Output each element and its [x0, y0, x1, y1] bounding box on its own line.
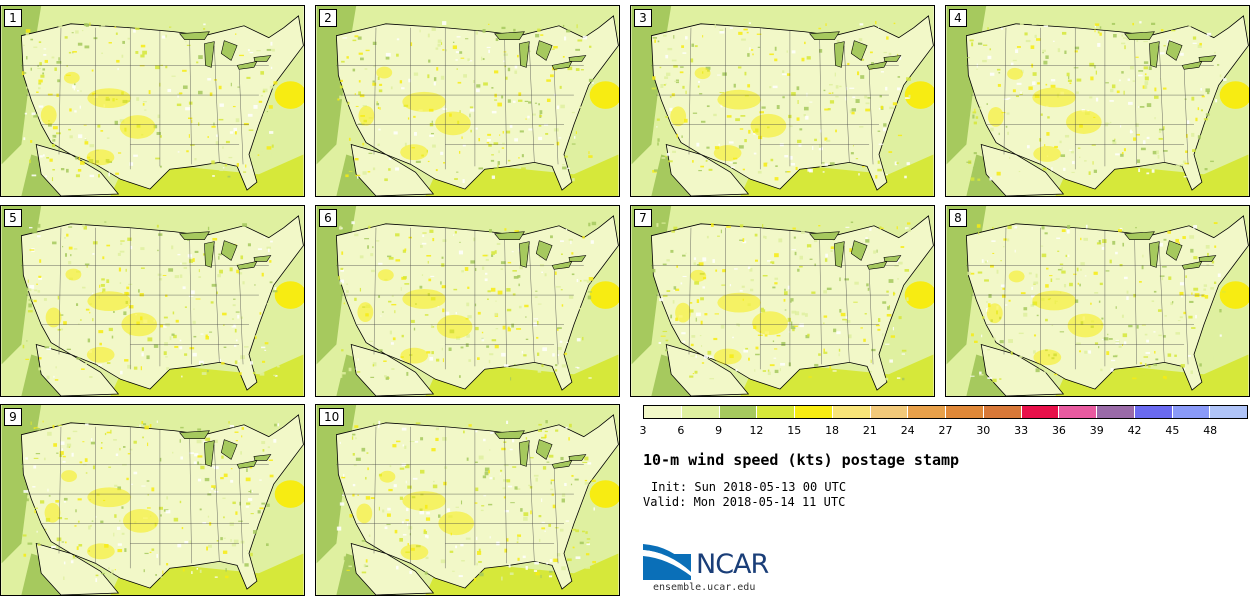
colorbar-tick-label: 36 [1051, 424, 1066, 437]
valid-time: Valid: Mon 2018-05-14 11 UTC [643, 495, 846, 509]
map-panel: 9 [0, 404, 305, 596]
colorbar-tick-label: 6 [677, 424, 685, 437]
panel-number: 5 [4, 209, 22, 227]
map-panel: 1 [0, 5, 305, 197]
site-url: ensemble.ucar.edu [653, 582, 756, 593]
colorbar-swatch [681, 406, 720, 418]
panel-number: 6 [319, 209, 337, 227]
map-panel: 8 [945, 205, 1250, 397]
colorbar-tick-label: 39 [1089, 424, 1104, 437]
colorbar-swatch [1097, 406, 1135, 418]
panel-number: 9 [4, 408, 22, 426]
colorbar [643, 405, 1248, 419]
panel-number: 1 [4, 9, 22, 27]
panel-number: 3 [634, 9, 652, 27]
colorbar-tick-label: 18 [825, 424, 840, 437]
colorbar-swatch [1021, 406, 1060, 418]
panel-number: 4 [949, 9, 967, 27]
colorbar-tick-label: 15 [787, 424, 802, 437]
map-panel: 7 [630, 205, 935, 397]
colorbar-tick-label: 33 [1014, 424, 1029, 437]
panel-number: 2 [319, 9, 337, 27]
colorbar-tick-label: 3 [639, 424, 647, 437]
map-panel: 2 [315, 5, 620, 197]
colorbar-swatch [870, 406, 909, 418]
panel-number: 8 [949, 209, 967, 227]
colorbar-tick-label: 9 [715, 424, 723, 437]
colorbar-swatch [832, 406, 871, 418]
logo-text: NCAR [696, 549, 769, 580]
colorbar-swatch [644, 406, 682, 418]
panel-number: 10 [319, 408, 345, 426]
colorbar-swatch [946, 406, 984, 418]
colorbar-swatch [719, 406, 758, 418]
map-panel: 3 [630, 5, 935, 197]
map-panel: 6 [315, 205, 620, 397]
map-panel: 10 [315, 404, 620, 596]
colorbar-swatch [1059, 406, 1097, 418]
init-time: Init: Sun 2018-05-13 00 UTC [651, 480, 847, 494]
colorbar-swatch [795, 406, 833, 418]
colorbar-swatch [1172, 406, 1211, 418]
colorbar-tick-label: 27 [938, 424, 953, 437]
colorbar-ticks: 3 6 9 12 15 18 21 24 27 30 33 36 39 42 45 48 [639, 424, 1248, 438]
colorbar-swatch [757, 406, 795, 418]
colorbar-tick-label: 21 [862, 424, 877, 437]
map-panel: 4 [945, 5, 1250, 197]
colorbar-tick-label: 12 [749, 424, 764, 437]
colorbar-tick-label: 30 [976, 424, 991, 437]
map-title: 10-m wind speed (kts) postage stamp [643, 451, 960, 469]
colorbar-tick-label: 24 [900, 424, 915, 437]
colorbar-tick-label: 48 [1203, 424, 1218, 437]
colorbar-tick-label: 42 [1127, 424, 1142, 437]
map-panel: 5 [0, 205, 305, 397]
colorbar-swatch [1134, 406, 1173, 418]
colorbar-swatch [908, 406, 946, 418]
colorbar-swatch [983, 406, 1022, 418]
ncar-logo-icon [643, 544, 691, 580]
panel-number: 7 [634, 209, 652, 227]
colorbar-swatch [1210, 406, 1247, 418]
colorbar-tick-label: 45 [1165, 424, 1180, 437]
